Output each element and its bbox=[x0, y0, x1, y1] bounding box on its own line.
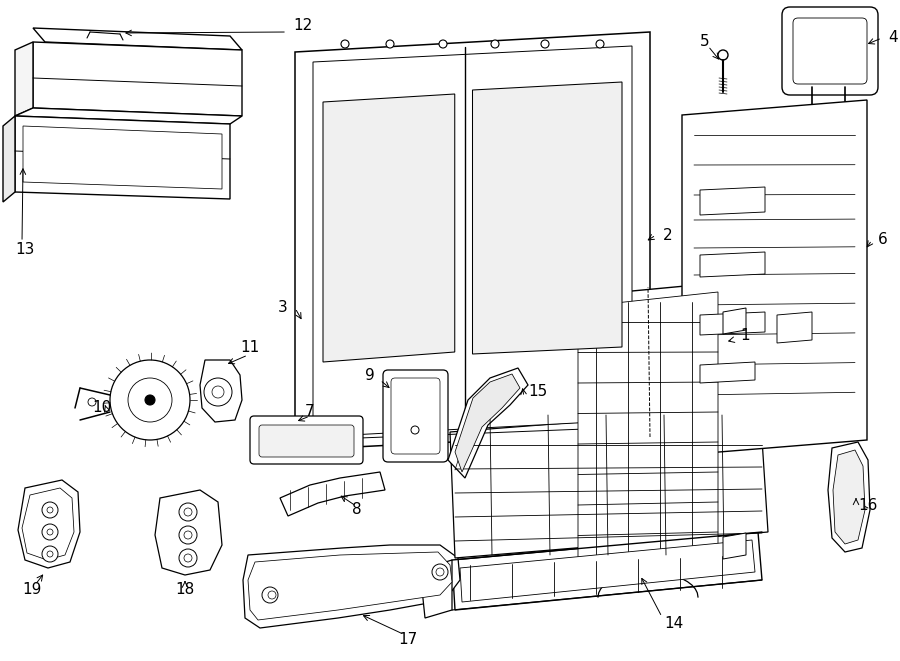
Polygon shape bbox=[155, 490, 222, 575]
Circle shape bbox=[432, 564, 448, 580]
Polygon shape bbox=[313, 46, 632, 437]
Circle shape bbox=[541, 40, 549, 48]
Text: 9: 9 bbox=[365, 368, 374, 383]
Polygon shape bbox=[420, 560, 452, 618]
Circle shape bbox=[184, 531, 192, 539]
Polygon shape bbox=[280, 472, 385, 516]
Polygon shape bbox=[723, 533, 746, 559]
Polygon shape bbox=[833, 450, 865, 544]
Text: 10: 10 bbox=[92, 401, 112, 416]
Polygon shape bbox=[700, 187, 765, 215]
Text: 15: 15 bbox=[528, 385, 547, 399]
Polygon shape bbox=[15, 42, 33, 116]
Polygon shape bbox=[200, 360, 242, 422]
Polygon shape bbox=[682, 100, 867, 455]
Circle shape bbox=[204, 378, 232, 406]
Text: 6: 6 bbox=[878, 233, 887, 247]
Polygon shape bbox=[723, 308, 746, 334]
Polygon shape bbox=[15, 116, 230, 199]
Text: 5: 5 bbox=[700, 34, 709, 50]
Polygon shape bbox=[22, 488, 74, 560]
Circle shape bbox=[439, 40, 447, 48]
Circle shape bbox=[179, 526, 197, 544]
Circle shape bbox=[88, 398, 96, 406]
Polygon shape bbox=[18, 480, 80, 568]
Circle shape bbox=[47, 551, 53, 557]
Polygon shape bbox=[23, 126, 222, 189]
Circle shape bbox=[596, 40, 604, 48]
Circle shape bbox=[436, 568, 444, 576]
Text: 16: 16 bbox=[858, 498, 878, 512]
Polygon shape bbox=[568, 282, 728, 589]
Polygon shape bbox=[472, 82, 622, 354]
Polygon shape bbox=[700, 312, 765, 335]
Circle shape bbox=[212, 386, 224, 398]
Circle shape bbox=[42, 502, 58, 518]
Circle shape bbox=[184, 508, 192, 516]
Polygon shape bbox=[3, 116, 15, 202]
Text: 12: 12 bbox=[293, 19, 312, 34]
Circle shape bbox=[718, 50, 728, 60]
Text: 1: 1 bbox=[740, 327, 750, 342]
Polygon shape bbox=[828, 442, 870, 552]
Circle shape bbox=[262, 587, 278, 603]
Polygon shape bbox=[700, 362, 755, 383]
FancyBboxPatch shape bbox=[793, 18, 867, 84]
Polygon shape bbox=[700, 252, 765, 277]
Polygon shape bbox=[777, 312, 812, 343]
Polygon shape bbox=[243, 545, 460, 628]
FancyBboxPatch shape bbox=[259, 425, 354, 457]
Circle shape bbox=[341, 40, 349, 48]
Circle shape bbox=[47, 507, 53, 513]
Text: 14: 14 bbox=[664, 617, 683, 631]
Circle shape bbox=[179, 549, 197, 567]
Text: 19: 19 bbox=[22, 582, 41, 598]
Text: 2: 2 bbox=[663, 227, 672, 243]
Circle shape bbox=[184, 554, 192, 562]
Text: 11: 11 bbox=[240, 340, 259, 356]
Polygon shape bbox=[578, 292, 718, 580]
Circle shape bbox=[386, 40, 394, 48]
Polygon shape bbox=[295, 32, 650, 450]
Circle shape bbox=[42, 546, 58, 562]
Text: 3: 3 bbox=[278, 301, 288, 315]
FancyBboxPatch shape bbox=[383, 370, 448, 462]
Polygon shape bbox=[323, 94, 454, 362]
Circle shape bbox=[128, 378, 172, 422]
Polygon shape bbox=[33, 28, 242, 50]
FancyBboxPatch shape bbox=[391, 378, 440, 454]
Polygon shape bbox=[460, 540, 755, 602]
Circle shape bbox=[411, 426, 419, 434]
Circle shape bbox=[47, 529, 53, 535]
Circle shape bbox=[145, 395, 155, 405]
Polygon shape bbox=[33, 42, 242, 116]
Polygon shape bbox=[15, 108, 242, 124]
Circle shape bbox=[268, 591, 276, 599]
Polygon shape bbox=[450, 408, 768, 558]
FancyBboxPatch shape bbox=[782, 7, 878, 95]
Polygon shape bbox=[455, 374, 520, 472]
Text: 4: 4 bbox=[888, 30, 897, 46]
Text: 8: 8 bbox=[352, 502, 362, 518]
Circle shape bbox=[110, 360, 190, 440]
Polygon shape bbox=[248, 552, 452, 620]
Text: 7: 7 bbox=[305, 405, 315, 420]
Polygon shape bbox=[452, 532, 762, 610]
FancyBboxPatch shape bbox=[250, 416, 363, 464]
Circle shape bbox=[42, 524, 58, 540]
Text: 18: 18 bbox=[175, 582, 194, 598]
Text: 17: 17 bbox=[398, 633, 418, 648]
Circle shape bbox=[491, 40, 499, 48]
Circle shape bbox=[179, 503, 197, 521]
Polygon shape bbox=[448, 368, 528, 478]
Text: 13: 13 bbox=[15, 243, 34, 258]
